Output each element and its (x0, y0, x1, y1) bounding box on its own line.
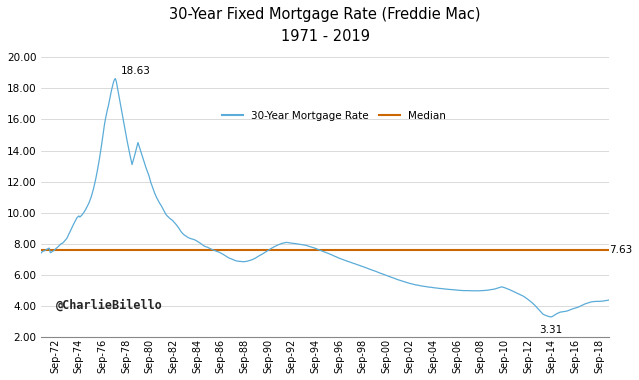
Text: 3.31: 3.31 (539, 325, 562, 336)
Text: @CharlieBilello: @CharlieBilello (56, 299, 162, 312)
Text: 7.63: 7.63 (609, 245, 632, 255)
Title: 30-Year Fixed Mortgage Rate (Freddie Mac)
1971 - 2019: 30-Year Fixed Mortgage Rate (Freddie Mac… (169, 7, 481, 44)
Text: 4.94: 4.94 (0, 379, 1, 380)
Text: 18.63: 18.63 (121, 66, 151, 76)
Legend: 30-Year Mortgage Rate, Median: 30-Year Mortgage Rate, Median (218, 106, 450, 125)
Text: 4.35: 4.35 (0, 379, 1, 380)
